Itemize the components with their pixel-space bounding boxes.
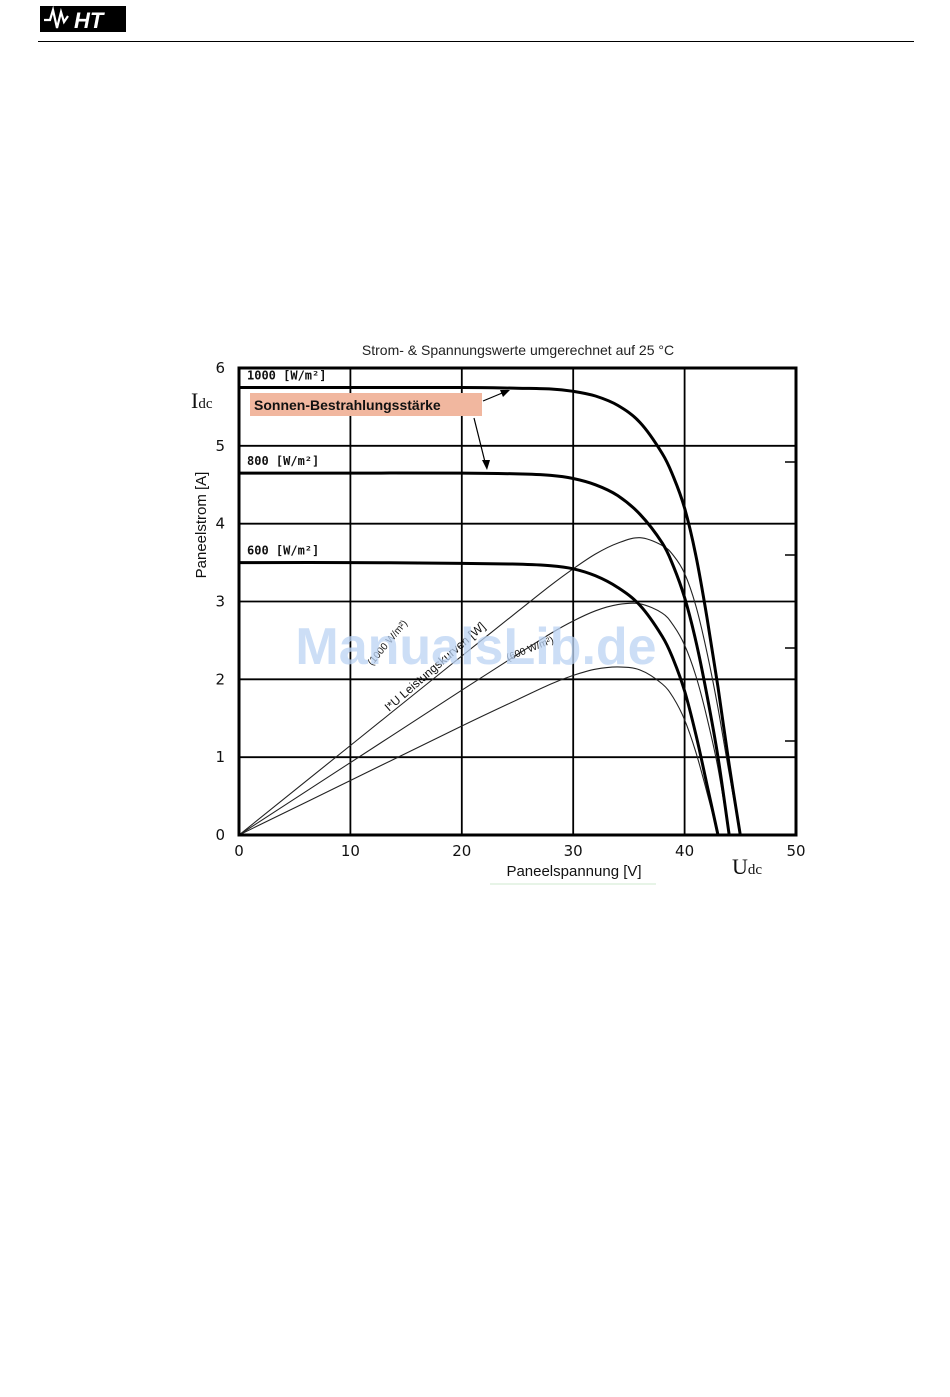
x-tick-label: 50 (786, 842, 805, 860)
plot-frame (237, 366, 798, 837)
header-divider (38, 41, 914, 42)
chart-title: Strom- & Spannungswerte umgerechnet auf … (362, 342, 674, 358)
iv-curve-label: 600 [W/m²] (247, 544, 319, 558)
watermark: ManualsLib.de (295, 618, 656, 676)
y-tick-label: 6 (215, 359, 225, 377)
y-axis-label: Paneelstrom [A] (193, 472, 210, 579)
y-tick-label: 1 (215, 748, 225, 766)
y-tick-label: 3 (215, 593, 225, 611)
x-tick-label: 30 (564, 842, 583, 860)
irradiance-badge: Sonnen-Bestrahlungsstärke (254, 397, 441, 413)
iv-curve (239, 471, 731, 836)
x-tick-label: 40 (675, 842, 694, 860)
iv-curve-label: 800 [W/m²] (247, 454, 319, 468)
ht-logo: HT (40, 5, 126, 33)
x-tick-label: 20 (452, 842, 471, 860)
y-tick-label: 2 (215, 670, 225, 688)
tick-labels: 0 10 20 30 40 50 0 1 2 3 4 5 6 (215, 359, 805, 860)
badge-arrow-bottom (473, 417, 487, 467)
x-tick-label: 10 (341, 842, 360, 860)
power-curve (238, 602, 730, 836)
x-corner-label: Udc (732, 854, 762, 879)
badge-arrowhead-top (500, 390, 510, 397)
power-curves (238, 537, 741, 836)
y-tick-label: 0 (215, 826, 225, 844)
x-tick-label: 0 (234, 842, 244, 860)
y-tick-label: 4 (215, 515, 225, 533)
right-frame-ticks (785, 461, 796, 742)
x-axis-label: Paneelspannung [V] (506, 863, 641, 880)
power-curve (238, 537, 741, 836)
grid (239, 368, 796, 835)
badge-arrowhead-bottom (482, 460, 490, 470)
iv-curves (238, 385, 742, 836)
iv-curve (238, 561, 720, 836)
iv-curve-label: 1000 [W/m²] (247, 368, 326, 382)
y-tick-label: 5 (215, 437, 225, 455)
irradiance-badge-bg (250, 393, 482, 416)
iv-curve (239, 385, 742, 836)
wave-icon (44, 5, 69, 29)
y-corner-label: Idc (191, 388, 213, 413)
curve-labels: 1000 [W/m²] 800 [W/m²] 600 [W/m²] (247, 368, 326, 557)
power-curve (238, 666, 719, 836)
logo-text: HT (74, 8, 105, 33)
